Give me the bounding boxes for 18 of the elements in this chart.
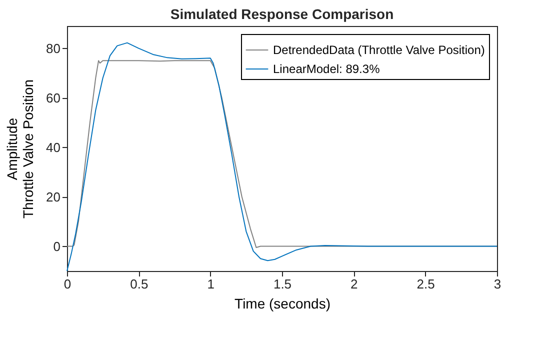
x-tick-label: 1: [207, 276, 214, 292]
x-tick-label: 2.5: [416, 276, 435, 292]
chart-title: Simulated Response Comparison: [170, 6, 394, 22]
x-tick-label: 1.5: [273, 276, 292, 292]
y-tick-label: 80: [46, 40, 60, 56]
y-tick-label: 20: [46, 189, 60, 204]
line-series: [66, 42, 498, 272]
y-axis-title: Amplitude Throttle Valve Position: [4, 79, 36, 219]
x-tick-label: 3: [494, 276, 502, 292]
y-tick-label: 0: [53, 238, 60, 254]
x-tick-label: 2: [350, 276, 358, 292]
y-tick-label: 60: [46, 90, 60, 106]
x-tick-label: 0.5: [130, 276, 148, 292]
x-axis-title: Time (seconds): [234, 296, 330, 312]
legend-label: DetrendedData (Throttle Valve Position): [273, 43, 485, 57]
y-tick-label: 40: [46, 140, 60, 155]
legend-label: LinearModel: 89.3%: [273, 62, 380, 76]
x-tick-label: 0: [64, 276, 72, 292]
